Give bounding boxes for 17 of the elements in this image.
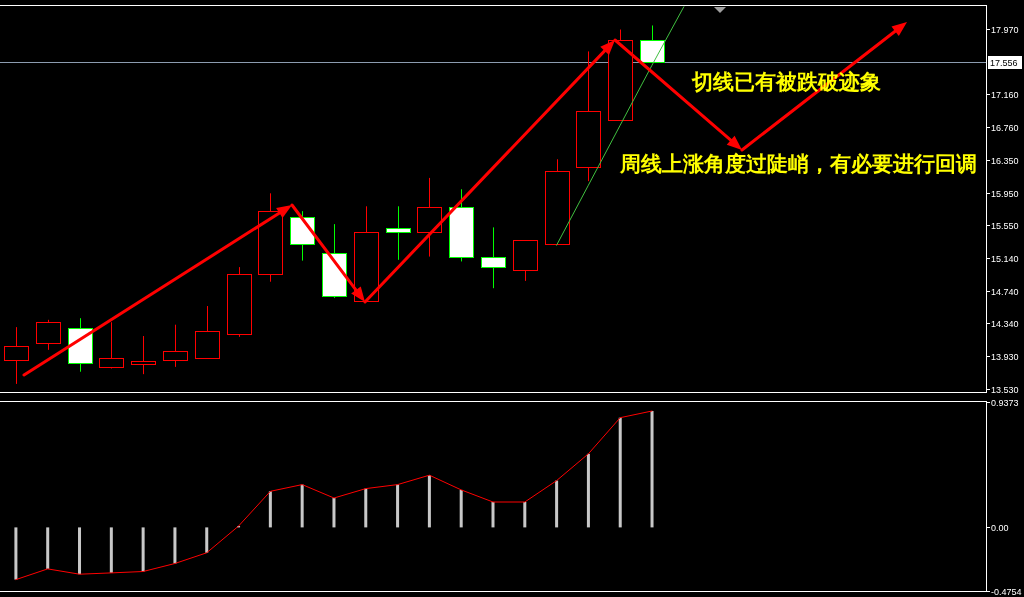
ref-line-label: 17.556 [990,57,1018,68]
y-tick-label: 0.00 [991,522,1009,533]
y-tick-label: 13.530 [991,384,1019,395]
y-tick-label: 17.160 [991,89,1019,100]
y-tick-label: -0.4754 [991,586,1022,597]
annotation: 周线上涨角度过陡峭，有必要进行回调 [619,152,977,176]
y-tick-label: 15.140 [991,253,1019,264]
y-tick-label: 15.550 [991,220,1019,231]
y-tick-label: 17.970 [991,24,1019,35]
y-tick-label: 16.760 [991,122,1019,133]
y-tick-label: 13.930 [991,351,1019,362]
y-tick-label: 14.740 [991,286,1019,297]
y-tick-label: 14.340 [991,318,1019,329]
y-tick-label: 16.350 [991,155,1019,166]
y-tick-label: 0.9373 [991,397,1019,408]
y-tick-label: 15.950 [991,188,1019,199]
ref-line: 17.556 [0,55,1023,70]
